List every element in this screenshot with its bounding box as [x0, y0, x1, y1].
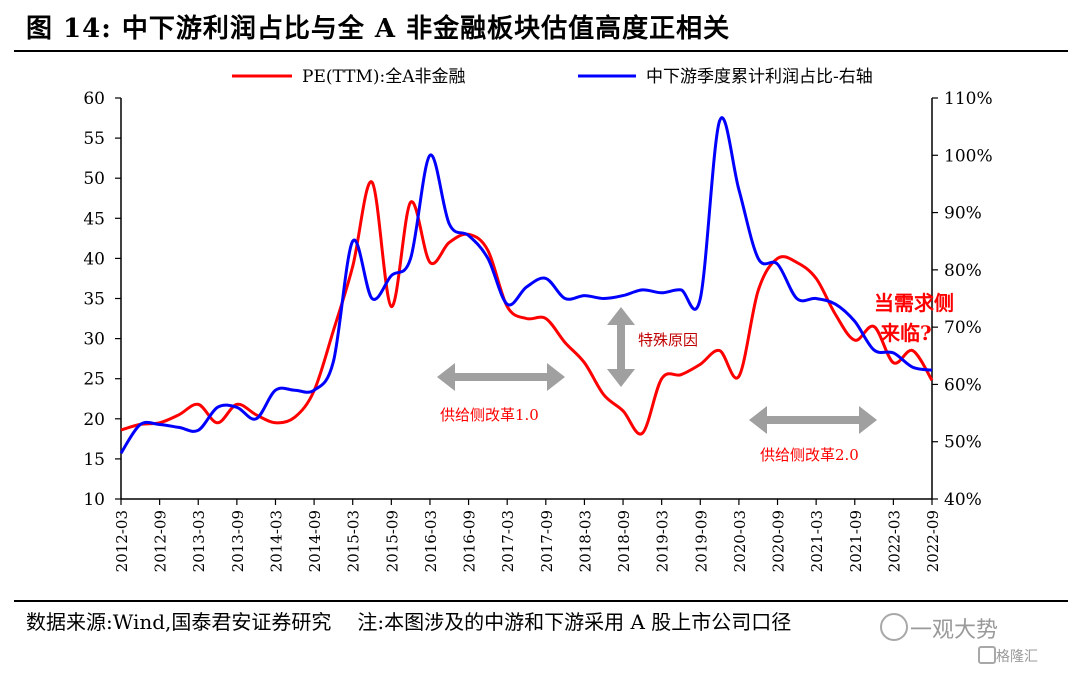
watermark-text: 一观大势 — [910, 618, 999, 643]
arrow-special-reasons — [607, 307, 635, 387]
arrow-special-reasons-shape — [607, 307, 635, 387]
y-left-tick-label: 35 — [83, 290, 105, 310]
figure-title: 图 14: 中下游利润占比与全 A 非金融板块估值高度正相关 — [26, 14, 731, 44]
y-left-tick-label: 25 — [83, 370, 105, 390]
y-left-tick-label: 40 — [83, 249, 105, 269]
legend-item-pe-label: PE(TTM):全A非金融 — [302, 67, 466, 87]
x-tick-label: 2014-03 — [267, 510, 285, 572]
arrow-supply-side-1 — [437, 363, 565, 391]
note-text: 注:本图涉及的中游和下游采用 A 股上市公司口径 — [357, 610, 792, 634]
y-left-tick-label: 45 — [83, 209, 105, 229]
x-tick-label: 2021-03 — [808, 510, 826, 572]
x-tick-label: 2016-03 — [422, 510, 440, 572]
series-line-pe — [120, 180, 934, 436]
y-left-tick-label: 15 — [83, 450, 105, 470]
y-left-tick-label: 10 — [83, 490, 105, 510]
annotation-demand-line2: 来临? — [879, 321, 932, 345]
annotation-supply-side-1: 供给侧改革1.0 — [440, 406, 539, 424]
y-right-tick-label: 110% — [944, 89, 993, 109]
x-tick-label: 2018-03 — [576, 510, 594, 572]
y-right-tick-label: 60% — [944, 375, 982, 395]
y-left-tick-label: 20 — [83, 410, 105, 430]
x-tick-label: 2015-03 — [345, 510, 363, 572]
y-right-tick-label: 50% — [944, 433, 982, 453]
x-tick-label: 2015-09 — [383, 510, 401, 572]
x-tick-label: 2013-09 — [229, 510, 247, 572]
y-right-tick-label: 70% — [944, 318, 982, 338]
x-tick-label: 2017-09 — [538, 510, 556, 572]
axes-layer: 60 55 50 45 40 35 30 25 20 15 10 110% 100% 90% 80% 70% 6… — [83, 89, 992, 572]
x-tick-label: 2021-09 — [847, 510, 865, 572]
source-text: 数据来源:Wind,国泰君安证券研究 — [26, 610, 332, 634]
x-tick-label: 2012-09 — [152, 510, 170, 572]
watermark-logo2-icon — [978, 646, 996, 664]
legend: PE(TTM):全A非金融 中下游季度累计利润占比-右轴 — [232, 67, 873, 87]
arrow-supply-side-1-shape — [437, 363, 565, 391]
y-left-tick-label: 60 — [83, 89, 105, 109]
y-left-tick-label: 30 — [83, 330, 105, 350]
x-tick-label: 2019-03 — [654, 510, 672, 572]
x-tick-label: 2013-03 — [190, 510, 208, 572]
x-tick-label: 2017-03 — [499, 510, 517, 572]
x-tick-label: 2020-09 — [770, 510, 788, 572]
arrow-supply-side-2 — [749, 406, 877, 434]
annotation-demand-line1: 当需求侧 — [874, 291, 954, 315]
watermark-text-2: 格隆汇 — [996, 649, 1038, 665]
arrow-supply-side-2-shape — [749, 406, 877, 434]
title-rule — [14, 50, 1068, 52]
footnote: 数据来源:Wind,国泰君安证券研究 注:本图涉及的中游和下游采用 A 股上市公司… — [26, 606, 791, 635]
annotation-special-reasons: 特殊原因 — [638, 331, 698, 349]
y-right-tick-label: 40% — [944, 490, 982, 510]
legend-item-profit-share-label: 中下游季度累计利润占比-右轴 — [646, 67, 873, 87]
watermark-logo-icon — [880, 613, 908, 641]
annotation-supply-side-2: 供给侧改革2.0 — [760, 446, 859, 464]
series-layer — [119, 116, 934, 455]
x-tick-label: 2016-09 — [461, 510, 479, 572]
x-tick-label: 2022-03 — [885, 510, 903, 572]
x-tick-label: 2018-09 — [615, 510, 633, 572]
x-tick-label: 2022-09 — [924, 510, 942, 572]
y-right-tick-label: 90% — [944, 204, 982, 224]
x-tick-label: 2019-09 — [692, 510, 710, 572]
y-left-tick-label: 55 — [83, 129, 105, 149]
y-right-tick-label: 100% — [944, 146, 993, 166]
x-tick-label: 2020-03 — [731, 510, 749, 572]
y-right-tick-label: 80% — [944, 261, 982, 281]
x-tick-label: 2014-09 — [306, 510, 324, 572]
line-chart: 60 55 50 45 40 35 30 25 20 15 10 110% 100% 90% 80% 70% 6… — [83, 67, 992, 572]
series-line-profit-share — [119, 116, 933, 455]
y-left-tick-label: 50 — [83, 169, 105, 189]
footer-rule — [14, 600, 1068, 602]
x-tick-label: 2012-03 — [113, 510, 131, 572]
